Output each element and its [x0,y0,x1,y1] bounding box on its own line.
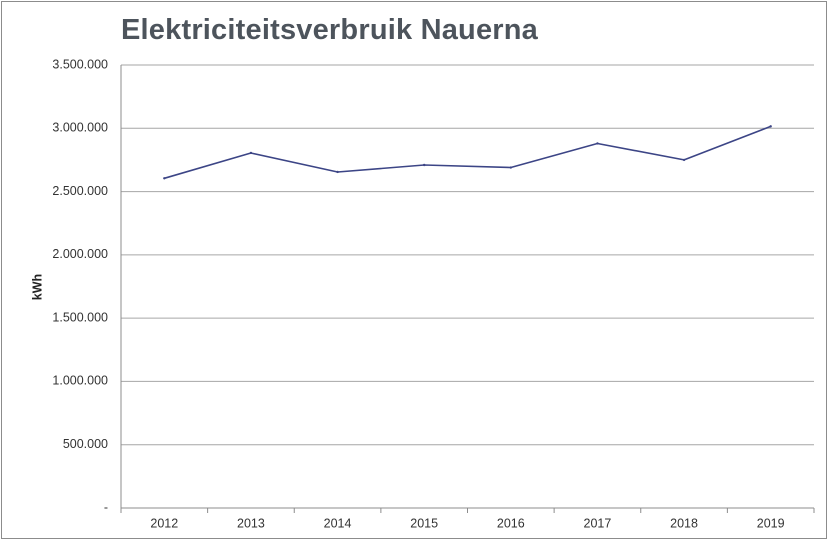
y-tick-label: 500.000 [63,437,108,451]
x-tick-label: 2016 [497,516,525,530]
data-point [596,142,599,145]
y-tick-label: 3.000.000 [52,121,108,135]
x-tick-label: 2019 [757,516,785,530]
y-axis-title: kWh [30,274,44,300]
y-tick-label: 2.000.000 [52,247,108,261]
data-point [769,125,772,128]
y-tick-label: 2.500.000 [52,184,108,198]
axes [120,65,815,513]
data-point [163,177,166,180]
y-tick-label: 1.500.000 [52,310,108,324]
x-tick-label: 2015 [410,516,438,530]
series-lines [163,125,772,180]
x-tick-label: 2013 [237,516,265,530]
gridlines [121,64,814,446]
y-tick-label: - [104,500,108,514]
data-point [422,163,426,167]
x-tick-label: 2012 [150,516,178,530]
x-tick-label: 2018 [670,516,698,530]
x-tick-label: 2017 [584,516,612,530]
y-tick-label: 1.000.000 [52,374,108,388]
x-tick-labels: 2012 2013 2014 2015 2016 2017 2018 2019 [150,516,784,530]
x-tick-label: 2014 [324,516,352,530]
data-point [336,170,339,174]
chart-title: Elektriciteitsverbruik Nauerna [121,14,539,46]
data-point [509,166,513,169]
data-point [682,158,686,162]
y-tick-labels: - 500.000 1.000.000 1.500.000 2.000.000 2.500… [52,57,108,514]
data-point [249,151,253,155]
series-line [164,125,771,180]
y-tick-label: 3.500.000 [52,57,108,71]
